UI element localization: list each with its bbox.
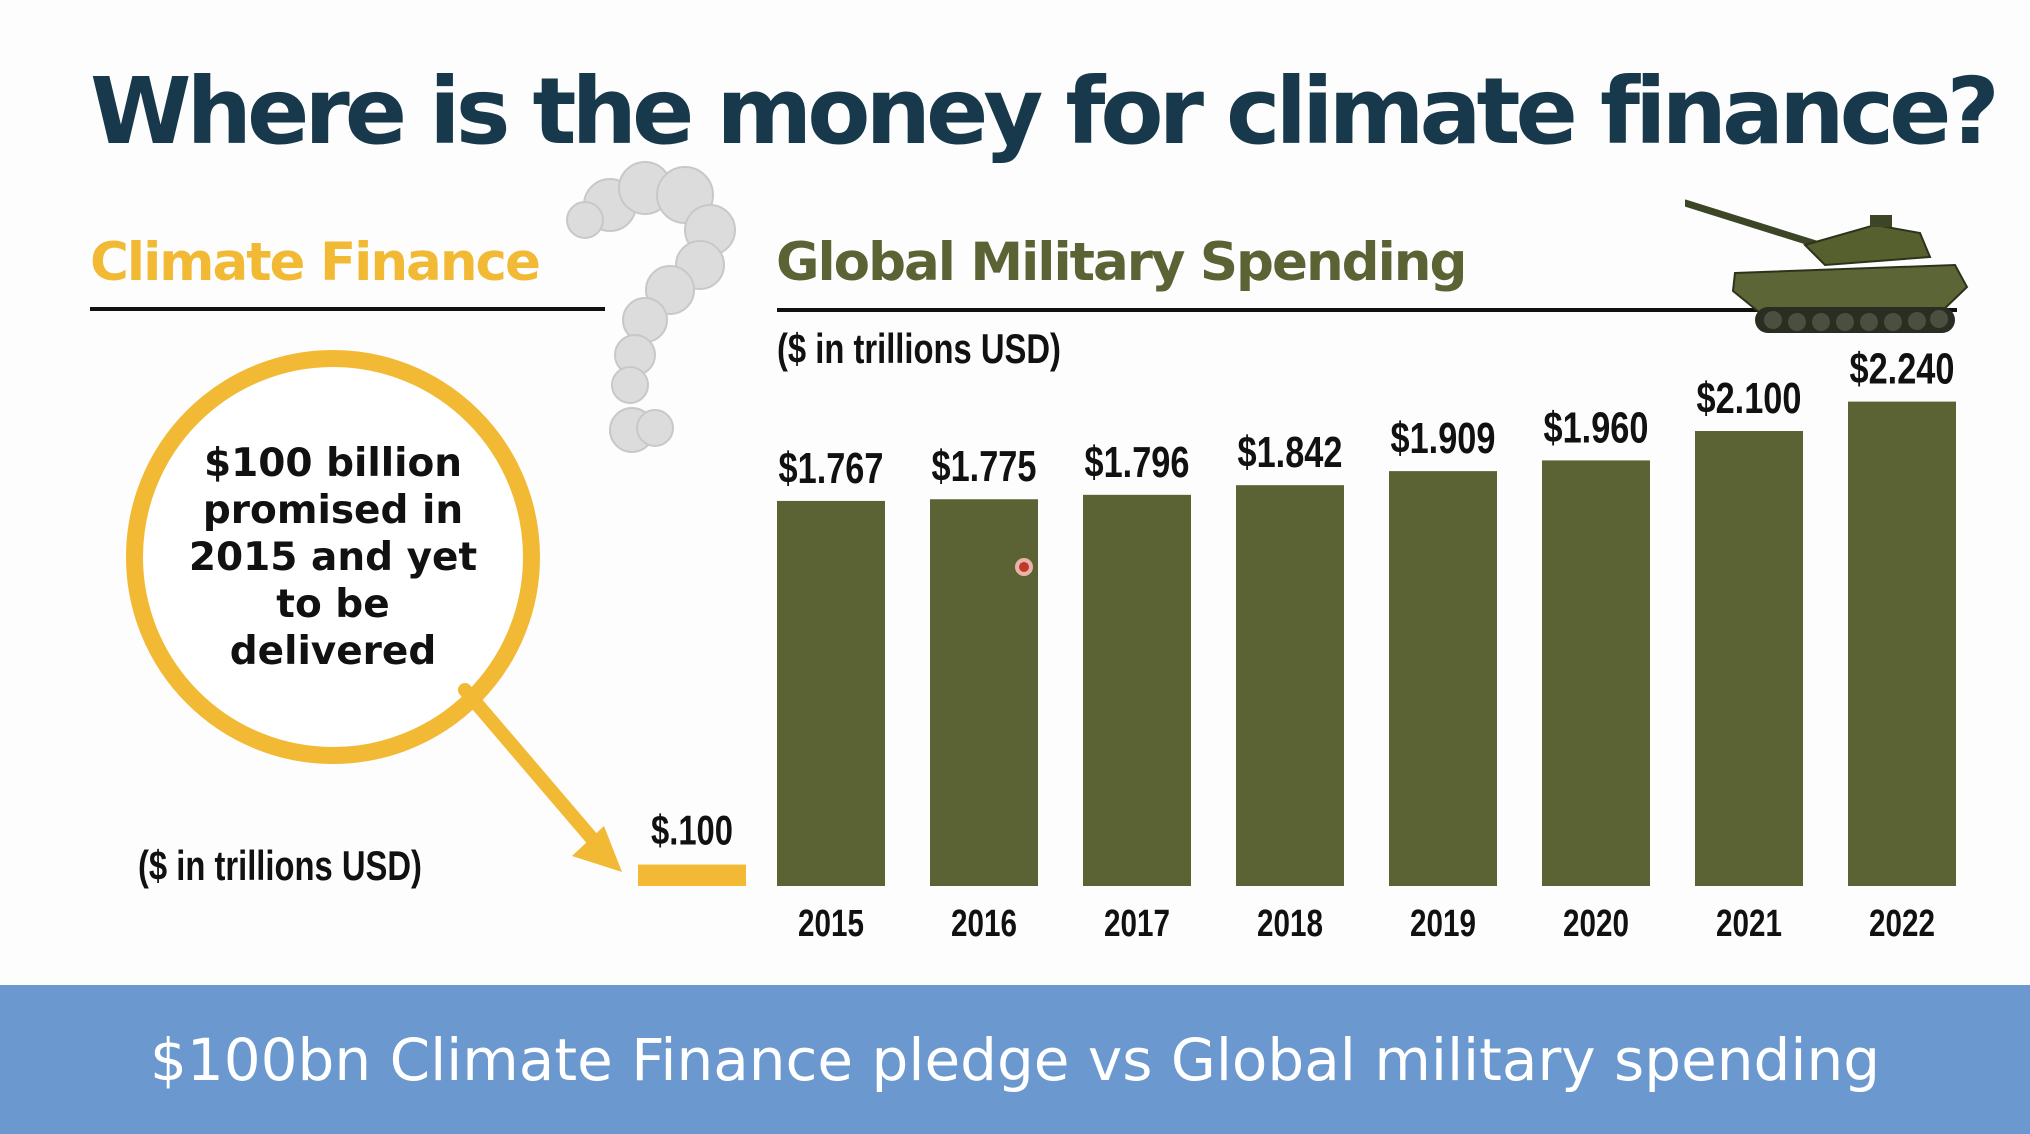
slide-title: Where is the money for climate finance? — [90, 58, 2000, 165]
military-spending-heading: Global Military Spending — [776, 232, 1467, 293]
x-tick-label: 2020 — [1563, 903, 1629, 945]
climate-finance-heading: Climate Finance — [90, 232, 541, 293]
military-unit-label: ($ in trillions USD) — [777, 325, 1061, 372]
x-tick-label: 2021 — [1716, 903, 1782, 945]
military-bar — [1848, 401, 1956, 886]
climate-unit-label: ($ in trillions USD) — [138, 842, 422, 889]
slide: Where is the money for climate finance? … — [90, 58, 2000, 945]
military-bar — [1083, 494, 1191, 886]
cursor-marker-icon — [1015, 558, 1033, 576]
callout-text: $100 billion promised in 2015 and yet to… — [188, 440, 478, 674]
x-tick-label: 2019 — [1410, 903, 1476, 945]
military-bar — [1695, 431, 1803, 886]
military-bar — [1542, 460, 1650, 886]
climate-heading-rule — [90, 307, 605, 311]
military-heading-rule — [777, 308, 1957, 312]
military-bar — [930, 499, 1038, 886]
bar-value-label: $1.796 — [1085, 438, 1190, 487]
caption-banner: $100bn Climate Finance pledge vs Global … — [0, 985, 2030, 1134]
military-bar — [777, 500, 885, 886]
smoke-question-mark-icon — [566, 161, 736, 453]
x-tick-label: 2015 — [798, 903, 864, 945]
bar-value-label: $2.100 — [1697, 374, 1802, 423]
military-bar — [1236, 485, 1344, 886]
x-tick-label: 2018 — [1257, 903, 1323, 945]
x-tick-label: 2016 — [951, 903, 1017, 945]
arrow-icon — [458, 683, 622, 872]
tank-icon — [1685, 199, 1969, 333]
x-tick-label: 2017 — [1104, 903, 1170, 945]
x-tick-label: 2022 — [1869, 903, 1935, 945]
climate-finance-bar — [638, 864, 746, 886]
bar-value-label: $2.240 — [1850, 345, 1955, 394]
bar-value-label: $1.960 — [1544, 403, 1649, 452]
bar-value-label: $1.767 — [779, 444, 884, 493]
bar-value-label: $1.775 — [932, 442, 1037, 491]
climate-finance-value-label: $.100 — [651, 807, 733, 854]
bar-value-label: $1.909 — [1391, 414, 1496, 463]
caption-text: $100bn Climate Finance pledge vs Global … — [149, 1025, 1881, 1094]
bar-value-label: $1.842 — [1238, 428, 1343, 477]
military-bar — [1389, 471, 1497, 886]
chart: $.100 $1.767 2015 $1.775 2016 $1.796 2017 $1.8… — [458, 345, 1956, 945]
